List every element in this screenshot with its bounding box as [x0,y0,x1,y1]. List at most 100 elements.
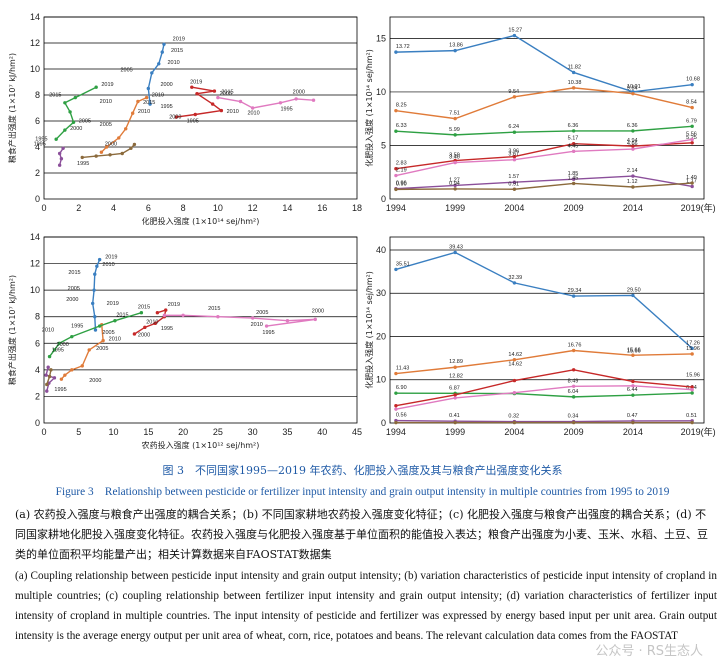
x-tick-label: 1994 [386,427,406,437]
data-label: 2.14 [627,168,638,174]
series-line [395,34,693,93]
data-point [210,102,215,106]
data-point [153,321,157,326]
year-label: 2000 [169,114,181,120]
x-tick-label: 8 [181,203,186,213]
data-label: 0.90 [396,181,407,187]
year-label: 2015 [116,313,128,319]
year-label: 2000 [105,142,117,148]
y-tick-label: 8 [35,312,40,322]
data-point [631,293,635,298]
series-5: 1995 [34,142,65,167]
data-label: 11.82 [568,64,581,70]
data-point [453,187,457,191]
data-point [97,324,102,328]
data-label: 1.27 [449,177,460,183]
data-point [59,157,64,161]
x-tick-label: 10 [213,203,223,213]
data-label: 7.51 [449,111,460,117]
data-point [93,272,97,276]
x-tick-label: 45 [352,427,362,437]
data-label: 32.39 [508,275,522,281]
data-point [571,70,576,75]
year-label: 2010 [247,111,259,117]
year-label: 1995 [54,387,66,393]
series-1: 2005 2010 2015 2019 [100,92,164,154]
data-point [216,315,220,319]
data-point [132,332,137,336]
data-label: 0.51 [686,413,697,419]
x-tick-label: 30 [248,427,258,437]
y-tick-label: 30 [376,288,386,298]
data-point [47,354,52,359]
data-label: 15.27 [508,28,522,34]
data-point [71,120,76,125]
data-point [70,368,74,372]
data-point [49,368,53,372]
data-point [512,154,517,159]
data-point [94,154,98,158]
data-label: 1.85 [568,171,579,177]
data-point [132,142,137,147]
year-label: 2000 [66,297,78,303]
data-label: 15.66 [627,347,641,353]
data-label: 3.40 [449,155,460,161]
year-label: 2019 [101,82,113,88]
x-tick-label: 20 [178,427,188,437]
year-label: 2005 [256,310,268,316]
data-point [631,129,635,133]
y-axis-label: 粮食产出强度 (1×10⁷ kJ/hm²) [7,53,17,163]
year-label: 1995 [52,347,64,353]
data-point [160,50,164,54]
data-point [453,133,457,137]
data-point [512,378,517,383]
x-tick-label: 18 [352,203,362,213]
series-line [395,138,693,177]
data-point [453,250,457,255]
data-label: 0.34 [568,414,579,420]
y-tick-label: 2 [35,168,40,178]
x-tick-label: 16 [317,203,327,213]
data-label: 5.99 [449,127,460,133]
note-english: (a) Coupling relationship between pestic… [15,570,717,642]
data-point [394,167,398,171]
data-point [571,129,576,133]
series-5: 1995 [44,365,67,393]
series-1: 8.25 7.51 9.54 10.38 9.84 8.54 [394,80,697,121]
data-point [97,257,102,262]
data-point [512,33,517,38]
data-label: 6.36 [568,123,579,129]
data-point [57,151,62,156]
plot-frame [389,16,705,200]
data-point [52,376,57,380]
panel-a: 0 2 4 6 8 10 12 14 0 2 4 6 8 10 12 14 16 18 化肥投入强度 (1×10¹⁴… [7,12,362,226]
y-axis-label: 化肥投入强度 (1×10¹⁴ sej/hm²) [364,49,374,167]
y-tick-label: 12 [30,259,40,269]
data-point [571,384,576,388]
data-point [59,377,64,381]
data-point [631,384,635,388]
series-0: 1995 2000 2005 2010 2015 2019 [121,36,185,110]
series-line [395,87,693,120]
series-6: 0.90 0.94 0.91 1.45 1.12 1.49 [394,175,697,192]
data-point [87,348,91,352]
data-point [571,294,576,298]
data-point [453,183,457,188]
data-point [631,353,635,357]
data-point [63,101,67,105]
series-4: 8.49 [394,378,694,411]
data-point [453,396,457,400]
data-point [394,403,398,408]
data-label: 6.87 [449,385,460,391]
data-point [250,106,255,110]
y-axis-label: 粮食产出强度 (1×10⁷ kJ/hm²) [7,275,17,385]
data-point [148,102,152,106]
data-label: 1.45 [568,175,579,181]
x-tick-label: 14 [282,203,292,213]
data-label: 6.24 [508,124,519,130]
data-label: 2.19 [396,168,407,174]
data-point [80,364,84,368]
data-point [139,311,144,315]
year-label: 2015 [208,306,220,312]
data-point [264,324,269,328]
